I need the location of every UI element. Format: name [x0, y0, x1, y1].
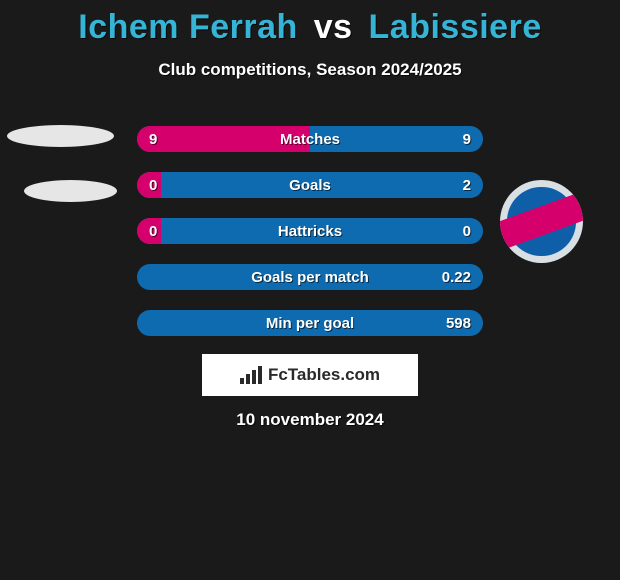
stat-value-right: 0: [463, 218, 471, 244]
stat-value-right: 598: [446, 310, 471, 336]
title-vs: vs: [314, 8, 353, 46]
player-photo-placeholder: [24, 180, 117, 202]
attribution-box: FcTables.com: [202, 354, 418, 396]
club-badge-right: FBBP: [500, 180, 583, 263]
stat-row: Goals per match0.22: [137, 264, 483, 290]
stat-value-right: 2: [463, 172, 471, 198]
title: Ichem Ferrah vs Labissiere: [0, 8, 620, 47]
comparison-infographic: Ichem Ferrah vs Labissiere Club competit…: [0, 0, 620, 580]
stat-label: Goals per match: [137, 264, 483, 290]
stat-row: Goals0 2: [137, 172, 483, 198]
stat-value-left: 0: [149, 172, 157, 198]
stat-label: Hattricks: [137, 218, 483, 244]
title-player1: Ichem Ferrah: [78, 8, 298, 46]
stat-value-left: 0: [149, 218, 157, 244]
stat-value-right: 9: [463, 126, 471, 152]
attribution-text: FcTables.com: [268, 365, 380, 385]
stat-row: Matches9 9: [137, 126, 483, 152]
stat-row: Hattricks0 0: [137, 218, 483, 244]
player-photo-placeholder: [7, 125, 114, 147]
stat-value-left: 9: [149, 126, 157, 152]
stat-value-right: 0.22: [442, 264, 471, 290]
stat-row: Min per goal598: [137, 310, 483, 336]
date-text: 10 november 2024: [0, 410, 620, 430]
stat-label: Min per goal: [137, 310, 483, 336]
chart-bars-icon: [240, 366, 262, 384]
stat-label: Matches: [137, 126, 483, 152]
title-player2: Labissiere: [369, 8, 542, 46]
stat-label: Goals: [137, 172, 483, 198]
subtitle: Club competitions, Season 2024/2025: [0, 60, 620, 80]
